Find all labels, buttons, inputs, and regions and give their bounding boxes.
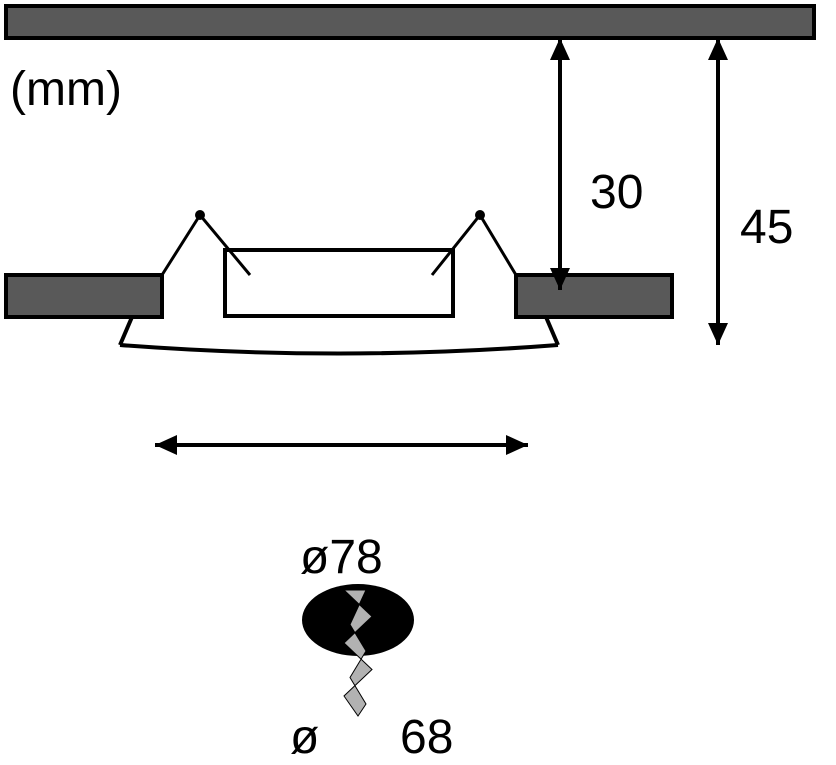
technical-drawing-svg [0, 0, 836, 747]
unit-label: (mm) [10, 62, 122, 117]
diameter-label: ø78 [300, 530, 383, 585]
dim-outer-label: 45 [740, 200, 793, 255]
drill-prefix-label: ø [290, 710, 319, 765]
dim-inner-label: 30 [590, 165, 643, 220]
drill-diameter-label: 68 [400, 710, 453, 765]
diagram-stage: (mm) 30 45 ø78 ø 68 [0, 0, 836, 747]
